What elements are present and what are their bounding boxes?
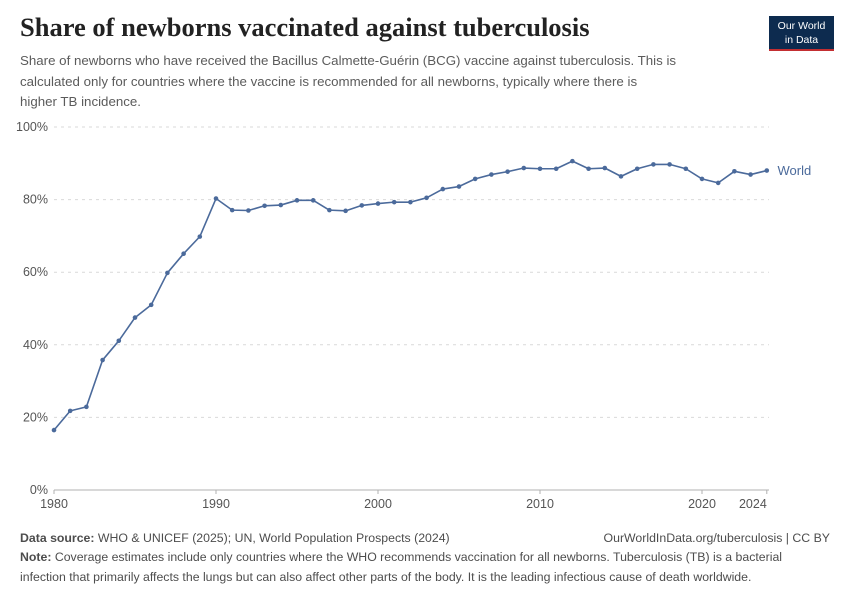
svg-text:40%: 40% — [23, 338, 48, 352]
svg-text:20%: 20% — [23, 410, 48, 424]
svg-text:2000: 2000 — [364, 497, 392, 511]
svg-text:2010: 2010 — [526, 497, 554, 511]
svg-text:2020: 2020 — [688, 497, 716, 511]
svg-text:100%: 100% — [16, 120, 48, 134]
svg-text:2024: 2024 — [739, 497, 767, 511]
svg-text:1980: 1980 — [40, 497, 68, 511]
svg-text:1990: 1990 — [202, 497, 230, 511]
svg-text:60%: 60% — [23, 265, 48, 279]
svg-text:0%: 0% — [30, 483, 48, 497]
svg-text:World: World — [778, 163, 812, 178]
svg-text:80%: 80% — [23, 193, 48, 207]
